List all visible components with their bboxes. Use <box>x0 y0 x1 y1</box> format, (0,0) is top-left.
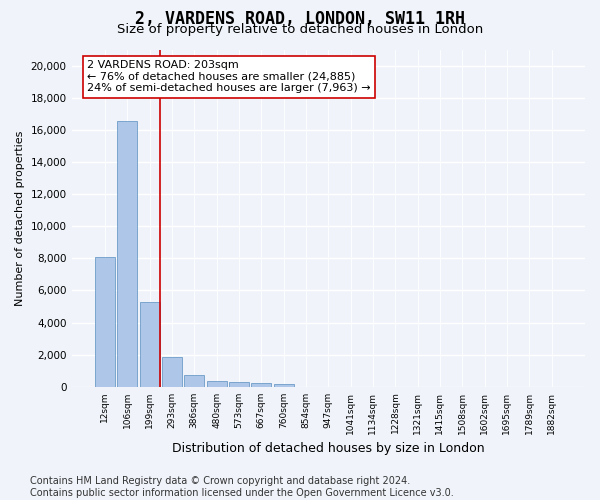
Bar <box>184 376 205 386</box>
Bar <box>274 384 293 386</box>
Text: Contains HM Land Registry data © Crown copyright and database right 2024.
Contai: Contains HM Land Registry data © Crown c… <box>30 476 454 498</box>
Bar <box>206 380 227 386</box>
Bar <box>251 384 271 386</box>
Bar <box>117 120 137 386</box>
Bar <box>140 302 160 386</box>
Y-axis label: Number of detached properties: Number of detached properties <box>15 130 25 306</box>
Text: Size of property relative to detached houses in London: Size of property relative to detached ho… <box>117 22 483 36</box>
Bar <box>229 382 249 386</box>
Bar <box>95 257 115 386</box>
Text: 2 VARDENS ROAD: 203sqm
← 76% of detached houses are smaller (24,885)
24% of semi: 2 VARDENS ROAD: 203sqm ← 76% of detached… <box>87 60 371 94</box>
X-axis label: Distribution of detached houses by size in London: Distribution of detached houses by size … <box>172 442 485 455</box>
Text: 2, VARDENS ROAD, LONDON, SW11 1RH: 2, VARDENS ROAD, LONDON, SW11 1RH <box>135 10 465 28</box>
Bar <box>162 357 182 386</box>
